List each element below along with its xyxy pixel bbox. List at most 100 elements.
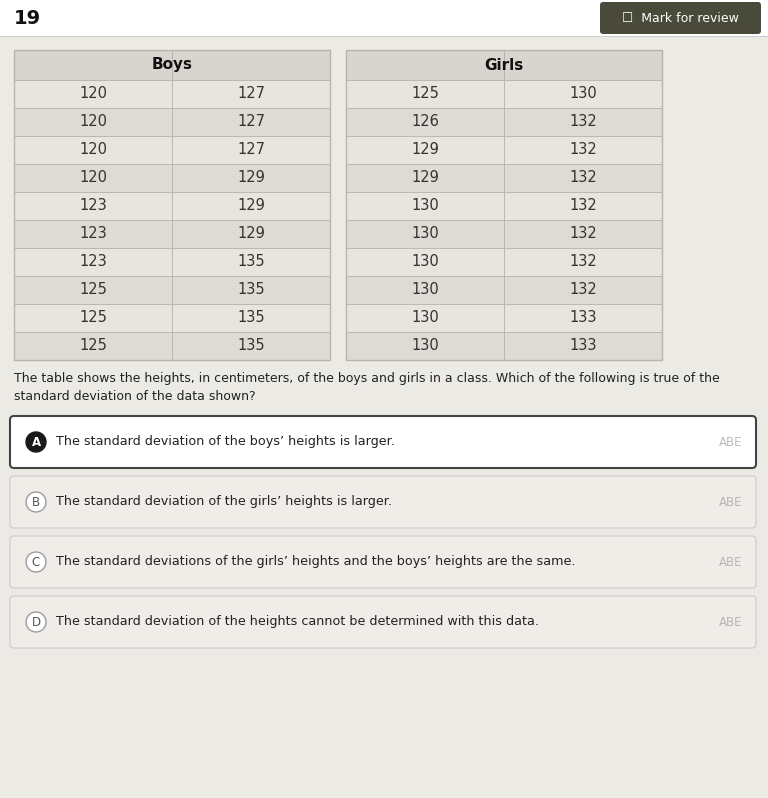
FancyBboxPatch shape (10, 476, 756, 528)
Bar (0, 36, 768, 37)
Bar (14, 276, 172, 304)
Bar (172, 276, 330, 304)
Bar (14, 50, 330, 360)
Text: 126: 126 (411, 114, 439, 129)
Text: 127: 127 (237, 143, 265, 157)
Bar (504, 80, 662, 108)
Text: 130: 130 (569, 86, 597, 101)
Text: 130: 130 (411, 310, 439, 326)
Text: 133: 133 (569, 338, 597, 354)
Text: 130: 130 (411, 338, 439, 354)
Bar (346, 108, 504, 136)
Text: 129: 129 (237, 227, 265, 242)
Text: Girls: Girls (485, 57, 524, 73)
Text: 130: 130 (411, 282, 439, 298)
Bar (172, 248, 330, 276)
Bar (172, 220, 330, 248)
Bar (14, 164, 172, 192)
Bar (504, 108, 662, 136)
Bar (504, 248, 662, 276)
Text: The standard deviations of the girls’ heights and the boys’ heights are the same: The standard deviations of the girls’ he… (56, 555, 575, 568)
Text: 125: 125 (79, 310, 107, 326)
Text: 129: 129 (237, 199, 265, 214)
Bar (504, 136, 662, 164)
Bar (346, 332, 504, 360)
Text: The standard deviation of the girls’ heights is larger.: The standard deviation of the girls’ hei… (56, 496, 392, 508)
Bar (504, 220, 662, 248)
Text: 120: 120 (79, 143, 107, 157)
Text: 132: 132 (569, 143, 597, 157)
Circle shape (26, 552, 46, 572)
Text: 130: 130 (411, 227, 439, 242)
Text: 125: 125 (79, 338, 107, 354)
Text: 132: 132 (569, 171, 597, 185)
Text: 129: 129 (411, 143, 439, 157)
Text: 130: 130 (411, 199, 439, 214)
Text: C: C (32, 555, 40, 568)
Bar (0, 0, 768, 36)
Bar (172, 332, 330, 360)
Text: 132: 132 (569, 227, 597, 242)
Bar (14, 50, 172, 80)
Text: 125: 125 (79, 282, 107, 298)
Text: 123: 123 (79, 227, 107, 242)
Text: 129: 129 (237, 171, 265, 185)
Text: ABE: ABE (719, 615, 742, 629)
Text: The standard deviation of the boys’ heights is larger.: The standard deviation of the boys’ heig… (56, 436, 395, 448)
Bar (14, 220, 172, 248)
FancyBboxPatch shape (10, 536, 756, 588)
Bar (346, 80, 504, 108)
Bar (504, 332, 662, 360)
Bar (346, 136, 504, 164)
Bar (504, 164, 662, 192)
Text: D: D (31, 615, 41, 629)
Text: 123: 123 (79, 199, 107, 214)
Bar (346, 164, 504, 192)
Circle shape (26, 612, 46, 632)
Bar (14, 192, 172, 220)
Bar (172, 304, 330, 332)
Bar (172, 108, 330, 136)
Text: 132: 132 (569, 114, 597, 129)
FancyBboxPatch shape (10, 416, 756, 468)
Text: 132: 132 (569, 199, 597, 214)
Text: ☐  Mark for review: ☐ Mark for review (622, 11, 739, 25)
Bar (346, 50, 504, 80)
Circle shape (26, 492, 46, 512)
Bar (14, 108, 172, 136)
Text: 120: 120 (79, 171, 107, 185)
Text: 120: 120 (79, 86, 107, 101)
Bar (14, 80, 172, 108)
Text: 135: 135 (237, 310, 265, 326)
Text: B: B (32, 496, 40, 508)
Text: 132: 132 (569, 255, 597, 270)
FancyBboxPatch shape (600, 2, 761, 34)
Text: ABE: ABE (719, 496, 742, 508)
Text: 127: 127 (237, 86, 265, 101)
Text: A: A (31, 436, 41, 448)
Bar (172, 192, 330, 220)
Text: 132: 132 (569, 282, 597, 298)
Text: 130: 130 (411, 255, 439, 270)
Bar (14, 304, 172, 332)
Text: ABE: ABE (719, 555, 742, 568)
Text: 135: 135 (237, 282, 265, 298)
Bar (504, 192, 662, 220)
Text: 129: 129 (411, 171, 439, 185)
Text: 133: 133 (569, 310, 597, 326)
Bar (504, 276, 662, 304)
Bar (172, 80, 330, 108)
Circle shape (26, 432, 46, 452)
Bar (172, 50, 330, 80)
Bar (172, 164, 330, 192)
Text: ABE: ABE (719, 436, 742, 448)
Bar (14, 248, 172, 276)
Text: 135: 135 (237, 255, 265, 270)
Bar (346, 220, 504, 248)
Bar (504, 50, 662, 80)
Bar (14, 332, 172, 360)
Bar (346, 248, 504, 276)
Bar (14, 136, 172, 164)
Text: 135: 135 (237, 338, 265, 354)
Bar (346, 50, 662, 360)
